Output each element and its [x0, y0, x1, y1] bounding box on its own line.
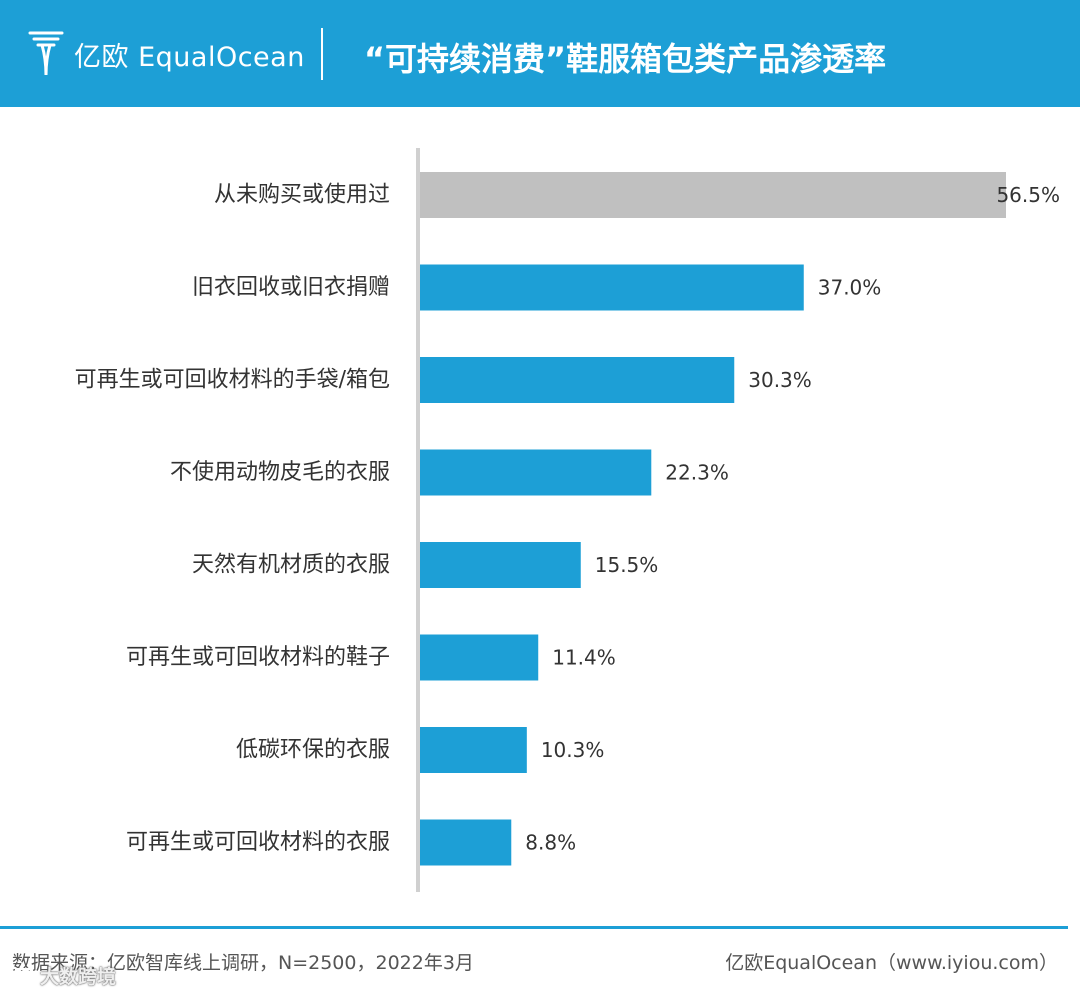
bar: [420, 172, 1006, 218]
value-label: 8.8%: [525, 831, 576, 855]
footer-divider: [0, 926, 1068, 929]
watermark-text: 大数跨境: [40, 966, 117, 988]
category-label: 从未购买或使用过: [214, 183, 390, 208]
equalocean-logo-icon: [28, 31, 64, 76]
category-label: 可再生或可回收材料的衣服: [126, 830, 390, 855]
bar: [420, 727, 527, 773]
value-label: 30.3%: [748, 368, 812, 392]
data-source: 数据来源：亿欧智库线上调研，N=2500，2022年3月: [12, 952, 474, 974]
value-label: 11.4%: [552, 646, 616, 670]
bar: [420, 819, 512, 866]
category-label: 天然有机材质的衣服: [192, 553, 390, 578]
category-label: 旧衣回收或旧衣捐赠: [192, 275, 390, 300]
bar: [420, 357, 735, 403]
category-label: 可再生或可回收材料的鞋子: [126, 645, 390, 670]
bar: [420, 264, 804, 311]
value-label: 37.0%: [818, 276, 882, 300]
bar: [420, 542, 581, 588]
credit-text: 亿欧EqualOcean（www.iyiou.com）: [725, 952, 1058, 974]
watermark: 大数跨境: [14, 962, 116, 989]
value-label: 56.5%: [996, 183, 1060, 207]
logo: 亿欧 EqualOcean: [28, 24, 305, 84]
bar-chart: 从未购买或使用过 56.5% 旧衣回收或旧衣捐赠 37.0% 可再生或可回收材料的手袋/…: [75, 148, 1060, 892]
category-label: 不使用动物皮毛的衣服: [170, 460, 390, 485]
value-label: 15.5%: [595, 553, 659, 577]
logo-text: 亿欧 EqualOcean: [74, 41, 305, 73]
bar: [420, 449, 652, 496]
category-label: 低碳环保的衣服: [236, 738, 390, 763]
header-bar: 亿欧 EqualOcean “可持续消费”鞋服箱包类产品渗透率: [0, 0, 1080, 107]
page-title: “可持续消费”鞋服箱包类产品渗透率: [364, 40, 887, 78]
header-divider: [321, 28, 323, 80]
value-label: 10.3%: [541, 738, 605, 762]
chat-bubble-icon: [15, 967, 33, 985]
value-label: 22.3%: [665, 461, 729, 485]
category-label: 可再生或可回收材料的手袋/箱包: [75, 368, 390, 393]
bar: [420, 634, 539, 681]
